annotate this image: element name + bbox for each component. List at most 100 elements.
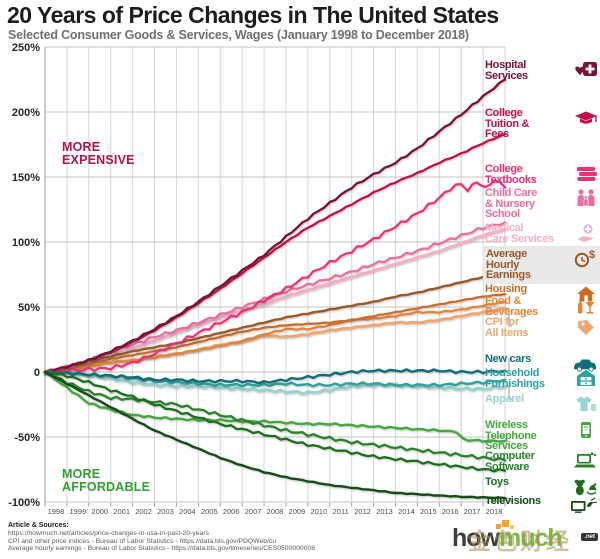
sources-block: Article & Sources: https://howmuch.net/a… bbox=[8, 522, 388, 553]
x-axis-label: 1999 bbox=[70, 507, 87, 516]
clock-dollar-icon: $ bbox=[572, 249, 598, 274]
legend-label: Household Furnishings bbox=[485, 367, 545, 390]
more-affordable-label: AFFORDABLE bbox=[62, 480, 150, 494]
x-axis-label: 2006 bbox=[223, 507, 240, 516]
series-line-clock-dollar bbox=[43, 269, 507, 374]
y-axis-label: -50% bbox=[14, 432, 40, 444]
x-axis-label: 2000 bbox=[91, 507, 108, 516]
more-expensive-label: MORE bbox=[62, 140, 100, 154]
legend-label: New cars bbox=[485, 353, 531, 365]
car-icon bbox=[572, 354, 598, 379]
food-beverage-icon bbox=[574, 296, 598, 321]
more-affordable-label: MORE bbox=[62, 467, 100, 481]
series-line-teddy-bear bbox=[43, 370, 507, 473]
legend-label: Medical Care Services bbox=[485, 222, 554, 245]
page-subtitle: Selected Consumer Goods & Services, Wage… bbox=[8, 28, 469, 42]
x-axis-label: 2008 bbox=[267, 507, 284, 516]
logo-net-badge: .net bbox=[581, 533, 598, 541]
t-shirt-icon bbox=[574, 394, 598, 419]
x-axis-label: 2009 bbox=[289, 507, 306, 516]
x-axis-label: 2017 bbox=[464, 507, 481, 516]
y-axis-label: 250% bbox=[12, 42, 40, 54]
legend-graduation-cap: College Tuition & Fees bbox=[485, 108, 598, 140]
legend-smartphone: Wireless Telephone Services bbox=[485, 420, 598, 452]
y-axis-label: 200% bbox=[12, 107, 40, 119]
hospital-icon bbox=[574, 60, 598, 85]
legend-label: Housing bbox=[485, 283, 527, 295]
x-axis-label: 2001 bbox=[113, 507, 130, 516]
legend: Medical Care Services CPI for All Items Appa… bbox=[483, 0, 600, 559]
legend-price-tag: CPI for All Items bbox=[485, 317, 598, 342]
y-axis-label: 0 bbox=[34, 367, 40, 379]
house-icon bbox=[574, 284, 598, 309]
series-line-laptop bbox=[43, 370, 507, 462]
legend-books: College Textbooks bbox=[485, 164, 598, 189]
page-title: 20 Years of Price Changes in The United … bbox=[7, 2, 499, 28]
graduation-cap-icon bbox=[574, 108, 598, 133]
legend-house: Housing bbox=[485, 284, 598, 309]
logo-how: how bbox=[452, 524, 500, 552]
label-connector bbox=[505, 385, 512, 400]
price-tag-icon bbox=[574, 317, 598, 342]
legend-tv: Televisions bbox=[485, 496, 598, 521]
sources-heading: Article & Sources: bbox=[8, 522, 69, 529]
legend-label: Toys bbox=[485, 476, 509, 488]
legend-hospital: Hospital Services bbox=[485, 60, 598, 85]
source-line: https://howmuch.net/articles/price-chang… bbox=[8, 530, 209, 537]
legend-label: Average Hourly Earnings bbox=[486, 248, 531, 281]
logo-much: much bbox=[499, 524, 563, 552]
tv-icon bbox=[570, 496, 598, 521]
legend-car: New cars bbox=[485, 354, 598, 379]
laptop-icon bbox=[572, 451, 598, 476]
label-connector bbox=[505, 307, 512, 327]
smartphone-icon bbox=[574, 420, 598, 445]
legend-label: Computer Software bbox=[485, 450, 535, 473]
series-line-smartphone bbox=[43, 370, 507, 443]
legend-label: College Tuition & Fees bbox=[485, 107, 530, 140]
legend-clock-dollar: Average Hourly Earnings $ bbox=[483, 246, 600, 284]
svg-text:$: $ bbox=[589, 249, 595, 261]
y-axis-label: 150% bbox=[12, 172, 40, 184]
series-line-house bbox=[43, 292, 507, 374]
teddy-bear-icon bbox=[572, 477, 598, 502]
legend-family: Child Care & Nursery School bbox=[485, 188, 598, 220]
care-hand-icon bbox=[574, 223, 598, 248]
logo-pixel-1 bbox=[496, 524, 501, 529]
legend-label: Food & Beverages bbox=[485, 295, 538, 318]
legend-teddy-bear: Toys bbox=[485, 477, 598, 502]
x-axis-label: 2014 bbox=[398, 507, 415, 516]
logo-pixel-2 bbox=[502, 520, 509, 527]
x-axis-label: 1998 bbox=[48, 507, 65, 516]
y-axis-label: 50% bbox=[18, 302, 40, 314]
legend-care-hand: Medical Care Services bbox=[485, 223, 598, 248]
x-axis-label: 2003 bbox=[157, 507, 174, 516]
legend-t-shirt: Apparel bbox=[485, 394, 598, 419]
x-axis-label: 2016 bbox=[442, 507, 459, 516]
legend-label: Wireless Telephone Services bbox=[485, 419, 537, 452]
source-line: CPI and other price indices - Bureau of … bbox=[8, 537, 277, 545]
x-axis-label: 2005 bbox=[201, 507, 218, 516]
legend-label: Hospital Services bbox=[485, 59, 528, 82]
legend-label: Apparel bbox=[485, 393, 524, 405]
howmuch-logo: howmuch .net bbox=[452, 520, 600, 556]
y-axis-label: -100% bbox=[8, 497, 40, 509]
source-line: Average hourly earnings - Bureau of Labo… bbox=[8, 545, 316, 553]
series-line-hospital bbox=[43, 78, 507, 374]
x-axis-label: 2013 bbox=[376, 507, 393, 516]
y-axis-label: 100% bbox=[12, 237, 40, 249]
books-icon bbox=[574, 164, 598, 189]
series-line-care-hand bbox=[43, 227, 507, 374]
x-axis-label: 2004 bbox=[179, 507, 196, 516]
legend-label: CPI for All Items bbox=[485, 316, 529, 339]
legend-furniture: Household Furnishings bbox=[485, 368, 598, 393]
series-line-car bbox=[43, 368, 507, 385]
x-axis-label: 2002 bbox=[135, 507, 152, 516]
furniture-icon bbox=[574, 368, 598, 393]
legend-laptop: Computer Software bbox=[485, 451, 598, 476]
label-connector bbox=[505, 358, 512, 372]
legend-food-beverage: Food & Beverages bbox=[485, 296, 598, 321]
x-axis-label: 2012 bbox=[354, 507, 371, 516]
more-expensive-label: EXPENSIVE bbox=[62, 153, 135, 167]
